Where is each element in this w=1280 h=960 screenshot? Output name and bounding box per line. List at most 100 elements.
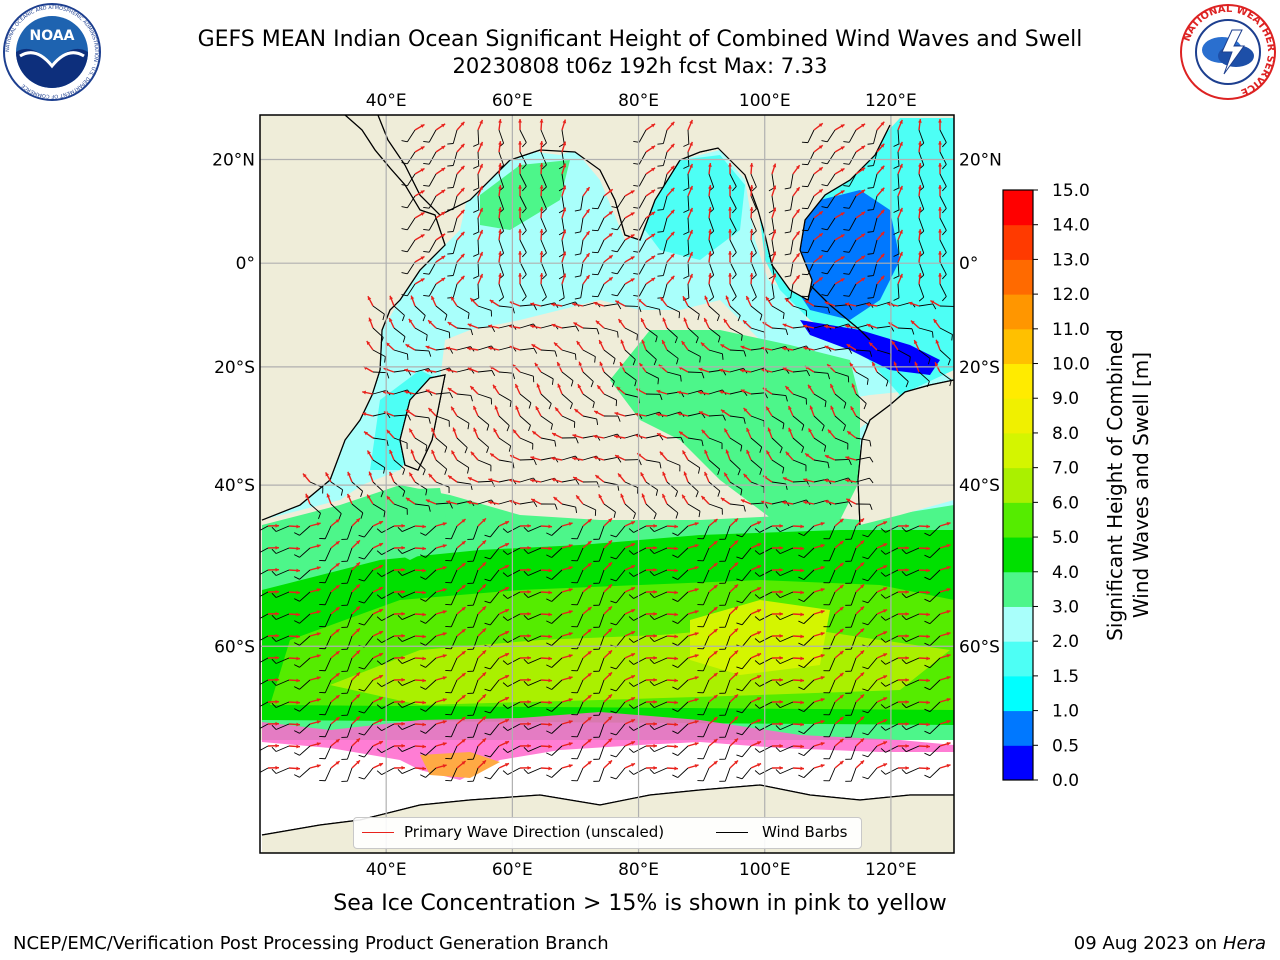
wave-arrowhead xyxy=(296,524,300,529)
wave-arrowhead xyxy=(713,695,718,699)
wind-barb-flag xyxy=(473,187,479,191)
wave-arrowhead xyxy=(378,653,383,657)
wave-arrowhead xyxy=(367,450,371,455)
wind-barb-flag xyxy=(484,688,491,692)
wind-barb xyxy=(260,701,269,707)
wind-barb xyxy=(929,569,941,581)
wind-barb-flag xyxy=(376,594,382,599)
wind-barb xyxy=(803,591,815,602)
wind-barb-flag xyxy=(867,143,874,145)
wind-barb-flag xyxy=(502,726,508,731)
wave-arrowhead xyxy=(488,500,493,505)
wind-barb xyxy=(551,525,563,536)
wave-arrowhead xyxy=(824,478,828,483)
wind-barb-flag xyxy=(754,660,760,665)
wind-barb-flag xyxy=(502,770,508,775)
wave-arrowhead xyxy=(296,634,300,639)
wind-barb-flag xyxy=(420,730,426,734)
wind-barb-flag xyxy=(420,576,426,580)
wind-barb xyxy=(561,239,565,254)
wave-arrowhead xyxy=(275,699,279,704)
wave-arrowhead xyxy=(378,587,383,591)
wave-arrowhead xyxy=(830,383,834,388)
wave-arrowhead xyxy=(631,675,636,679)
wave-arrowhead xyxy=(725,295,730,300)
wave-arrowhead xyxy=(488,324,493,329)
wave-arrowhead xyxy=(448,475,453,480)
wave-arrowhead xyxy=(677,412,682,416)
wind-barb xyxy=(401,525,416,532)
wave-arrowhead xyxy=(316,764,321,768)
wind-barb-flag xyxy=(523,703,529,708)
wave-arrowhead xyxy=(839,628,844,633)
wave-arrowhead xyxy=(518,185,522,189)
wave-arrowhead xyxy=(905,634,909,638)
wind-barb xyxy=(918,129,925,144)
wave-arrowhead xyxy=(530,456,535,460)
wind-barb xyxy=(414,415,429,419)
wind-barb-flag xyxy=(358,622,365,626)
wind-barb xyxy=(472,635,479,650)
wave-arrowhead xyxy=(630,212,635,216)
wave-arrowhead xyxy=(788,405,792,410)
wind-barb xyxy=(741,745,752,758)
wind-barb-flag xyxy=(657,253,664,255)
wind-barb xyxy=(527,679,542,686)
wave-arrowhead xyxy=(905,568,909,572)
wave-arrowhead xyxy=(851,383,856,388)
wind-barb-flag xyxy=(653,513,657,520)
wave-arrowhead xyxy=(401,545,405,550)
wind-barb-flag xyxy=(754,748,760,753)
wind-barb xyxy=(472,701,479,716)
wind-barb-flag xyxy=(271,658,277,664)
wind-barb xyxy=(603,371,615,382)
wind-barb-flag xyxy=(862,776,869,780)
wind-barb-flag xyxy=(862,732,869,736)
wind-barb-flag xyxy=(541,274,547,280)
wind-barb xyxy=(299,745,311,756)
wave-arrowhead xyxy=(946,543,951,548)
wind-barb-flag xyxy=(924,730,931,735)
wave-arrowhead xyxy=(482,628,486,633)
wave-arrowhead xyxy=(401,721,405,726)
wave-arrowhead xyxy=(368,317,373,322)
wave-arrowhead xyxy=(479,141,483,146)
wave-arrowhead xyxy=(568,522,573,526)
wind-barb xyxy=(393,327,406,337)
wind-barb xyxy=(848,239,857,253)
wind-barb-flag xyxy=(798,752,805,757)
colorbar-segment-16 xyxy=(1003,190,1033,226)
wind-barb xyxy=(582,393,595,403)
wave-arrowhead xyxy=(734,518,739,523)
wave-arrowhead xyxy=(442,764,447,768)
wave-arrowhead xyxy=(316,742,321,746)
wind-barb xyxy=(477,499,492,505)
wind-barb-flag xyxy=(376,726,382,731)
wave-arrowhead xyxy=(933,319,938,324)
wave-arrowhead xyxy=(779,656,783,660)
wave-arrowhead xyxy=(631,631,636,635)
wave-arrowhead xyxy=(530,302,535,307)
wind-barb-flag xyxy=(523,615,529,620)
wind-barb xyxy=(401,569,416,576)
wind-barb xyxy=(918,327,933,333)
wind-barb xyxy=(527,591,542,598)
wind-barb xyxy=(633,745,647,753)
wind-barb xyxy=(498,151,505,166)
wind-barb xyxy=(759,547,773,555)
wind-barb-flag xyxy=(397,570,403,576)
wave-arrowhead xyxy=(734,760,739,765)
wind-barb xyxy=(346,591,353,606)
wind-barb-flag xyxy=(901,747,907,753)
wind-barb xyxy=(351,481,363,492)
wave-arrowhead xyxy=(618,319,623,324)
wind-barb-flag xyxy=(909,356,911,363)
wave-arrowhead xyxy=(608,606,612,611)
wave-arrowhead xyxy=(552,432,557,437)
wind-barb xyxy=(407,173,416,187)
wind-barb xyxy=(580,239,584,254)
wave-arrowhead xyxy=(568,632,573,636)
wind-barb-flag xyxy=(737,315,741,322)
wave-arrowhead xyxy=(694,742,699,746)
wind-barb-flag xyxy=(610,622,617,626)
